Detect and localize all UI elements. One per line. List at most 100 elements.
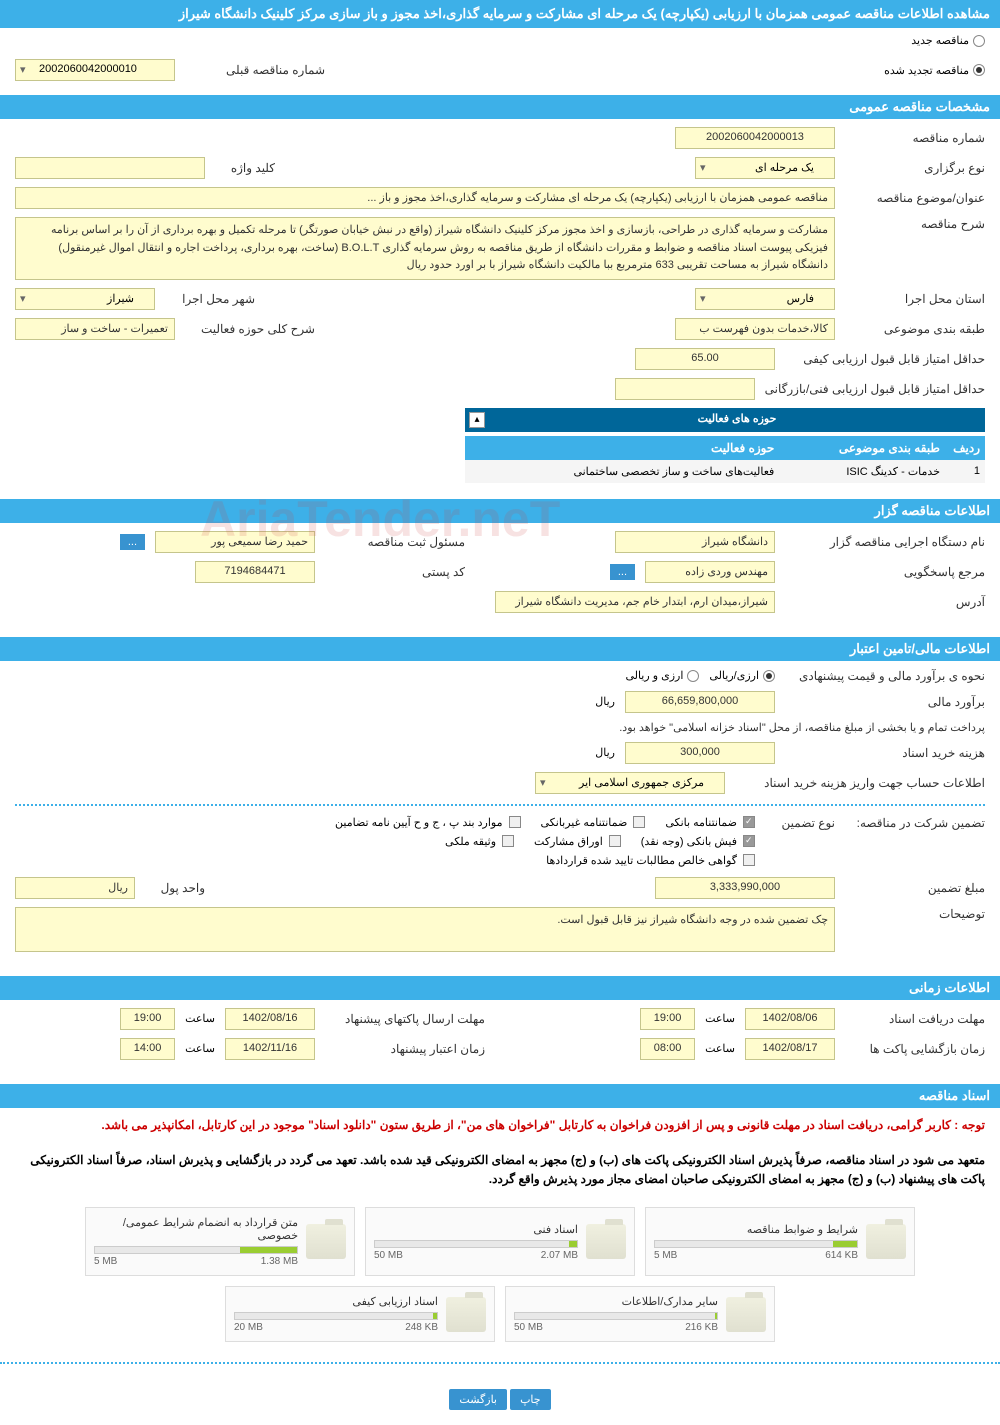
prev-number-value: 2002060042000010	[39, 63, 137, 75]
chk-property[interactable]: وثیقه ملکی	[445, 835, 514, 848]
col-classification: طبقه بندی موضوعی	[779, 436, 945, 460]
file-box[interactable]: شرایط و ضوابط مناقصه 5 MB 614 KB	[645, 1207, 915, 1276]
collapse-icon[interactable]: ▴	[469, 412, 485, 428]
address-label: آدرس	[785, 595, 985, 609]
holding-type-label: نوع برگزاری	[845, 161, 985, 175]
doc-receive-date: 1402/08/06	[745, 1008, 835, 1030]
validity-date-val: 1402/11/16	[243, 1042, 297, 1054]
radio-currency-both[interactable]: ارزی و ریالی	[625, 669, 699, 682]
description-field: مشارکت و سرمایه گذاری در طراحی، بازسازی …	[15, 217, 835, 280]
files-grid: شرایط و ضوابط مناقصه 5 MB 614 KB اسناد فن…	[0, 1197, 1000, 1352]
checkbox-icon	[609, 835, 621, 847]
separator	[15, 804, 985, 806]
file-max: 20 MB	[234, 1322, 263, 1333]
doc-receive-label: مهلت دریافت اسناد	[845, 1012, 985, 1026]
radio-renewed-tender[interactable]: مناقصه تجدید شده	[884, 59, 985, 81]
prev-number-select[interactable]: 2002060042000010	[15, 59, 175, 81]
file-box[interactable]: اسناد فنی 50 MB2.07 MB	[365, 1207, 635, 1276]
page-title: مشاهده اطلاعات مناقصه عمومی همزمان با ار…	[179, 6, 990, 21]
tender-number-value: 2002060042000013	[706, 131, 804, 143]
account-label: اطلاعات حساب جهت واریز هزینه خرید اسناد	[735, 776, 985, 790]
section-general: مشخصات مناقصه عمومی	[0, 95, 1000, 119]
activity-table-title: حوزه های فعالیت	[489, 408, 985, 432]
activity-table: ردیف طبقه بندی موضوعی حوزه فعالیت 1خدمات…	[465, 436, 985, 483]
section-documents-title: اسناد مناقصه	[919, 1088, 990, 1103]
folder-icon	[866, 1224, 906, 1259]
province-select[interactable]: فارس	[695, 288, 835, 310]
more-button[interactable]: ...	[610, 564, 635, 580]
progress-bar	[514, 1312, 718, 1320]
guarantee-amount-field: 3,333,990,000	[655, 877, 835, 899]
radio-renewed-label: مناقصه تجدید شده	[884, 64, 969, 77]
financial-content: نحوه ی برآورد مالی و قیمت پیشنهادی ارزی/…	[0, 661, 1000, 968]
cell-activity: فعالیت‌های ساخت و ساز تخصصی ساختمانی	[465, 460, 779, 483]
file-title: اسناد ارزیابی کیفی	[234, 1295, 438, 1308]
chk-participation-label: اوراق مشارکت	[534, 835, 603, 848]
keyword-label: کلید واژه	[215, 161, 275, 175]
file-box[interactable]: اسناد ارزیابی کیفی 20 MB248 KB	[225, 1286, 495, 1342]
holding-type-value: یک مرحله ای	[755, 162, 814, 174]
doc-cost-unit: ریال	[595, 746, 615, 759]
file-title: سایر مدارک/اطلاعات	[514, 1295, 718, 1308]
validity-time: 14:00	[120, 1038, 175, 1060]
chk-property-label: وثیقه ملکی	[445, 835, 496, 848]
file-info: اسناد ارزیابی کیفی 20 MB248 KB	[234, 1295, 438, 1333]
chk-bank-guarantee[interactable]: ضمانتنامه بانکی	[665, 816, 755, 829]
chk-receivables[interactable]: گواهی خالص مطالبات تایید شده قراردادها	[546, 854, 755, 867]
chk-receivables-label: گواهی خالص مطالبات تایید شده قراردادها	[546, 854, 737, 867]
more-button-2[interactable]: ...	[120, 534, 145, 550]
envelope-open-time-val: 08:00	[654, 1042, 682, 1054]
chk-bank-receipt[interactable]: فیش بانکی (وجه نقد)	[641, 835, 755, 848]
back-button[interactable]: بازگشت	[449, 1389, 507, 1410]
proposal-send-time-val: 19:00	[134, 1012, 162, 1024]
folder-icon	[306, 1224, 346, 1259]
proposal-send-label: مهلت ارسال پاکتهای پیشنهاد	[325, 1012, 485, 1026]
chk-clause[interactable]: موارد بند پ ، ج و ح آیین نامه تضامین	[335, 816, 520, 829]
chk-participation[interactable]: اوراق مشارکت	[534, 835, 621, 848]
separator-2	[0, 1362, 1000, 1364]
file-size: 614 KB	[825, 1250, 858, 1261]
payment-note: پرداخت تمام و یا بخشی از مبلغ مناقصه، از…	[619, 721, 985, 734]
postal-label: کد پستی	[325, 565, 465, 579]
proposal-send-date-val: 1402/08/16	[242, 1012, 297, 1024]
address-value: شیراز،میدان ارم، ابتدار خام جم، مدیریت د…	[515, 596, 768, 608]
classification-field: کالا،خدمات بدون فهرست ب	[675, 318, 835, 340]
file-box[interactable]: متن قرارداد به انضمام شرایط عمومی/خصوصی …	[85, 1207, 355, 1276]
tender-mode-radios: مناقصه جدید	[0, 28, 1000, 53]
file-meta: 50 MB216 KB	[514, 1322, 718, 1333]
radio-currency-rial[interactable]: ارزی/ریالی	[709, 669, 775, 682]
checkbox-icon	[509, 816, 521, 828]
folder-icon	[446, 1297, 486, 1332]
section-financial-title: اطلاعات مالی/تامین اعتبار	[850, 641, 990, 656]
city-select[interactable]: شیراز	[15, 288, 155, 310]
folder-icon	[586, 1224, 626, 1259]
file-meta: 20 MB248 KB	[234, 1322, 438, 1333]
general-content: شماره مناقصه 2002060042000013 نوع برگزار…	[0, 119, 1000, 491]
registrar-label: مسئول ثبت مناقصه	[325, 535, 465, 549]
responder-value: مهندس وردی زاده	[685, 566, 768, 578]
section-organizer-title: اطلاعات مناقصه گزار	[875, 503, 990, 518]
radio-icon	[687, 670, 699, 682]
chk-nonbank-guarantee[interactable]: ضمانتنامه غیربانکی	[541, 816, 646, 829]
progress-bar	[94, 1246, 298, 1254]
chk-clause-label: موارد بند پ ، ج و ح آیین نامه تضامین	[335, 816, 502, 829]
print-button[interactable]: چاپ	[510, 1389, 551, 1410]
keyword-field[interactable]	[15, 157, 205, 179]
radio-new-tender[interactable]: مناقصه جدید	[911, 34, 985, 47]
guarantee-amount-value: 3,333,990,000	[710, 881, 780, 893]
account-select[interactable]: مرکزی جمهوری اسلامی ایر	[535, 772, 725, 794]
file-title: شرایط و ضوابط مناقصه	[654, 1223, 858, 1236]
envelope-open-label: زمان بازگشایی پاکت ها	[845, 1042, 985, 1056]
guarantee-amount-label: مبلغ تضمین	[845, 881, 985, 895]
proposal-send-time: 19:00	[120, 1008, 175, 1030]
holding-type-select[interactable]: یک مرحله ای	[695, 157, 835, 179]
file-max: 5 MB	[654, 1250, 677, 1261]
doc-receive-time-val: 19:00	[654, 1012, 682, 1024]
activity-scope-field: تعمیرات - ساخت و ساز	[15, 318, 175, 340]
notes-field: چک تضمین شده در وجه دانشگاه شیراز نیز قا…	[15, 907, 835, 952]
file-box[interactable]: سایر مدارک/اطلاعات 50 MB216 KB	[505, 1286, 775, 1342]
doc-cost-label: هزینه خرید اسناد	[785, 746, 985, 760]
description-label: شرح مناقصه	[845, 217, 985, 231]
address-field: شیراز،میدان ارم، ابتدار خام جم، مدیریت د…	[495, 591, 775, 613]
validity-time-val: 14:00	[134, 1042, 162, 1054]
